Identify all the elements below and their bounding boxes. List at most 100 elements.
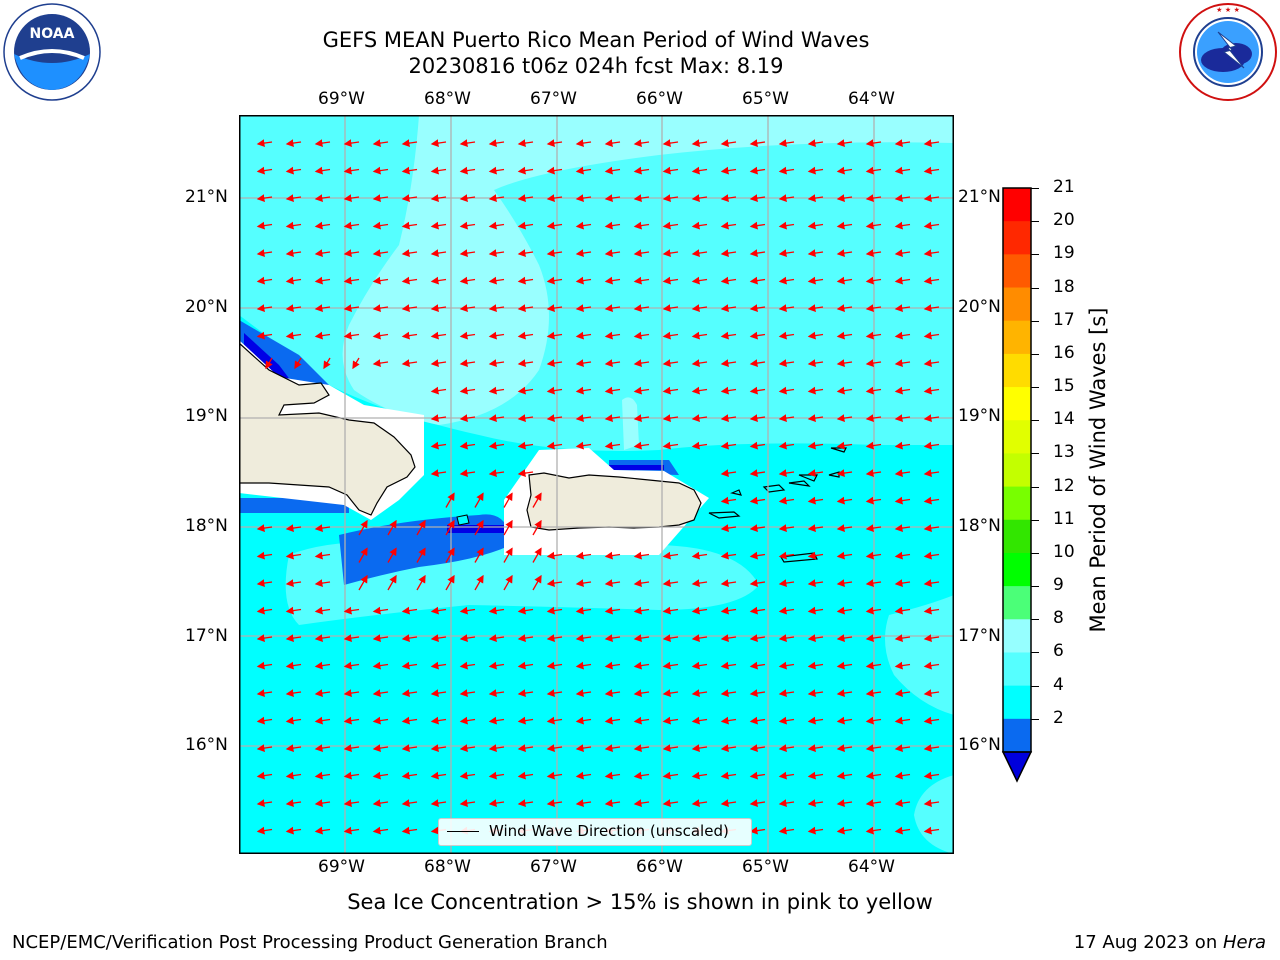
wind-wave-arrow — [256, 249, 273, 257]
wind-wave-arrow — [314, 249, 331, 257]
wind-wave-arrow — [575, 194, 592, 202]
wind-wave-arrow — [546, 276, 563, 285]
period-band-8-9 — [342, 115, 954, 425]
wind-wave-arrow — [749, 689, 766, 697]
wind-wave-arrow — [836, 826, 853, 835]
wind-wave-arrow — [285, 744, 302, 752]
wind-wave-arrow — [604, 386, 621, 395]
wind-wave-arrow — [749, 606, 766, 615]
wind-wave-arrow — [923, 826, 940, 835]
wind-wave-arrow — [865, 606, 882, 615]
wind-wave-arrow — [575, 139, 592, 147]
wind-wave-arrow — [256, 194, 273, 202]
wind-wave-arrow — [923, 359, 940, 367]
wind-wave-arrow — [633, 414, 650, 422]
wind-wave-arrow — [387, 547, 397, 563]
wind-wave-arrow — [430, 414, 447, 422]
colorbar-tick-label: 20 — [1053, 210, 1075, 231]
wind-wave-arrow — [314, 304, 331, 312]
wind-wave-arrow — [343, 331, 360, 340]
wind-wave-arrow — [691, 689, 708, 697]
wind-wave-arrow — [343, 221, 360, 230]
wind-wave-arrow — [372, 661, 389, 670]
wind-wave-arrow — [604, 689, 621, 697]
footer-date: 17 Aug 2023 on Hera — [1074, 932, 1266, 953]
wind-wave-arrow — [575, 304, 592, 312]
wind-wave-arrow — [401, 799, 418, 807]
wind-wave-arrow — [459, 331, 476, 340]
colorbar-tick-mark — [1031, 287, 1039, 289]
colorbar-tick-mark — [1031, 453, 1039, 455]
wind-wave-arrow — [633, 716, 650, 725]
wind-wave-arrow — [836, 524, 853, 532]
wind-wave-arrow — [894, 249, 911, 257]
wind-wave-arrow — [604, 276, 621, 285]
colorbar-tick-mark — [1031, 552, 1039, 554]
lon-label-bottom: 64°W — [848, 857, 895, 877]
wind-wave-arrow — [807, 221, 824, 230]
lat-label-left: 16°N — [185, 735, 228, 755]
wind-wave-arrow — [430, 166, 447, 175]
wind-wave-arrow — [314, 771, 331, 780]
wind-wave-arrow — [416, 547, 426, 563]
wind-wave-arrow — [778, 689, 795, 697]
lon-label-bottom: 68°W — [424, 857, 471, 877]
wind-wave-arrow — [285, 331, 302, 340]
wind-wave-arrow — [662, 689, 679, 697]
colorbar-band — [1003, 453, 1031, 488]
wind-wave-arrow — [691, 606, 708, 615]
wind-wave-arrow — [749, 469, 766, 477]
wind-wave-arrow — [343, 799, 360, 807]
wind-wave-arrow — [517, 634, 534, 642]
wind-wave-arrow — [575, 414, 592, 422]
wind-wave-arrow — [343, 276, 360, 285]
wind-wave-arrow — [778, 304, 795, 312]
wind-wave-arrow — [749, 304, 766, 312]
wind-wave-arrow — [575, 249, 592, 257]
wind-wave-arrow — [546, 606, 563, 615]
wind-wave-arrow — [894, 414, 911, 422]
wind-wave-arrow — [430, 276, 447, 285]
wind-wave-arrow — [488, 359, 505, 367]
wind-wave-arrow — [807, 441, 824, 450]
wind-wave-arrow — [749, 331, 766, 340]
wind-wave-arrow — [445, 574, 455, 591]
lat-label-left: 20°N — [185, 297, 228, 317]
wind-wave-arrow — [488, 744, 505, 752]
wind-wave-arrow — [894, 744, 911, 752]
wind-wave-arrow — [314, 194, 331, 202]
colorbar-tick-mark — [1031, 353, 1039, 355]
wind-wave-arrow — [604, 139, 621, 147]
wind-wave-arrow — [575, 551, 592, 560]
wind-wave-arrow — [256, 276, 273, 285]
colorbar-tick-label: 14 — [1053, 409, 1075, 430]
wind-wave-arrow — [314, 826, 331, 835]
wind-wave-arrow — [546, 221, 563, 230]
wind-wave-arrow — [720, 359, 737, 367]
wind-wave-arrow — [265, 357, 273, 370]
wind-wave-arrow — [604, 359, 621, 367]
wind-wave-arrow — [720, 744, 737, 752]
wind-wave-arrow — [532, 519, 542, 536]
wind-wave-arrow — [575, 441, 592, 450]
colorbar-tick-label: 19 — [1053, 243, 1075, 264]
wind-wave-arrow — [749, 634, 766, 642]
wind-wave-arrow — [459, 771, 476, 780]
wind-wave-arrow — [720, 414, 737, 422]
wind-wave-arrow — [778, 331, 795, 340]
wind-wave-arrow — [923, 661, 940, 670]
wind-wave-arrow — [691, 386, 708, 395]
colorbar-tick-label: 4 — [1053, 674, 1064, 695]
map-frame — [239, 115, 954, 854]
wind-wave-arrow — [865, 441, 882, 450]
wind-wave-arrow — [285, 139, 302, 147]
wind-wave-arrow — [720, 276, 737, 285]
colorbar-label: Mean Period of Wind Waves [s] — [1086, 307, 1110, 633]
wind-wave-arrow — [836, 496, 853, 505]
wind-wave-arrow — [691, 634, 708, 642]
wind-wave-arrow — [720, 799, 737, 807]
wind-wave-arrow — [546, 579, 563, 587]
wind-wave-arrow — [691, 221, 708, 230]
wind-wave-arrow — [604, 579, 621, 587]
chart-title: GEFS MEAN Puerto Rico Mean Period of Win… — [0, 27, 1192, 79]
